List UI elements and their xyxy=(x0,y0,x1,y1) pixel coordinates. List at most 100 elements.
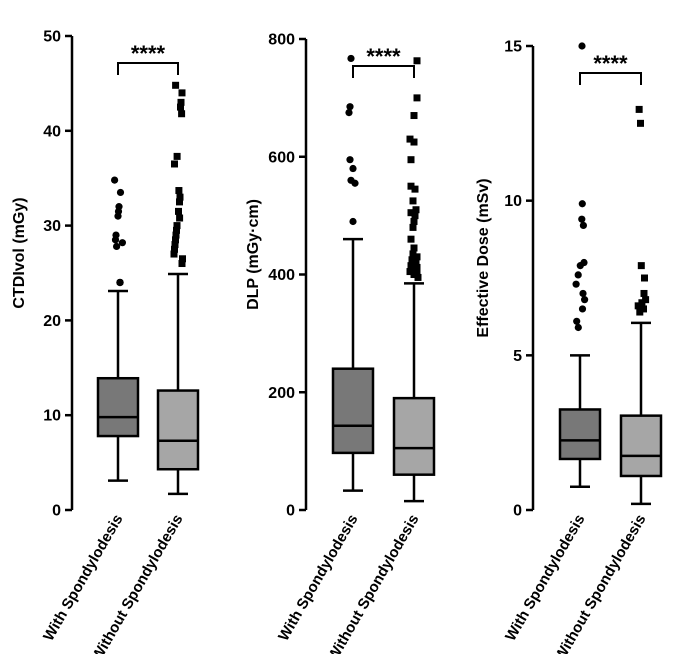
outlier-point xyxy=(407,235,415,243)
outlier-point xyxy=(409,266,417,274)
y-tick-label: 0 xyxy=(513,503,522,520)
outlier-point xyxy=(113,242,121,251)
outlier-point xyxy=(178,110,186,118)
outlier-point xyxy=(345,108,353,117)
outlier-point xyxy=(179,255,186,263)
outlier-point xyxy=(581,296,589,304)
outlier-point xyxy=(578,305,587,313)
outlier-point xyxy=(349,164,357,173)
y-tick-label: 10 xyxy=(504,193,522,210)
outlier-point xyxy=(175,187,183,195)
outlier-point xyxy=(410,112,418,120)
y-axis-title: Effective Dose (mSv) xyxy=(475,178,492,337)
y-tick-label: 400 xyxy=(268,267,295,284)
outlier-point xyxy=(175,207,182,215)
outlier-point xyxy=(580,258,588,267)
outlier-point xyxy=(347,176,355,184)
outlier-point xyxy=(636,308,644,316)
outlier-point xyxy=(638,299,646,307)
outlier-point xyxy=(412,206,420,214)
outlier-point xyxy=(574,323,582,332)
y-tick-label: 5 xyxy=(513,348,522,365)
outlier-point xyxy=(409,197,417,205)
outlier-point xyxy=(407,182,415,190)
outlier-point xyxy=(407,209,415,217)
outlier-point xyxy=(413,57,421,65)
outlier-point xyxy=(178,260,186,268)
outlier-point xyxy=(173,222,181,230)
outlier-point xyxy=(579,289,587,298)
significance-label: **** xyxy=(131,41,166,66)
y-axis-title: CTDIvol (mGy) xyxy=(11,197,28,308)
outlier-point xyxy=(407,156,415,164)
outlier-point xyxy=(411,185,419,193)
y-tick-label: 10 xyxy=(43,408,61,425)
outlier-point xyxy=(407,262,415,270)
outlier-point xyxy=(406,135,414,143)
outlier-point xyxy=(112,231,120,239)
outlier-point xyxy=(409,223,417,231)
outlier-point xyxy=(640,305,647,313)
outlier-point xyxy=(111,176,119,184)
outlier-point xyxy=(573,317,581,325)
outlier-point xyxy=(171,160,178,168)
box xyxy=(392,396,436,476)
outlier-point xyxy=(116,188,125,197)
y-tick-label: 15 xyxy=(504,39,522,56)
outlier-point xyxy=(641,274,648,282)
y-tick-label: 20 xyxy=(43,313,61,330)
outlier-point xyxy=(637,262,645,270)
outlier-point xyxy=(349,217,357,226)
outlier-point xyxy=(634,302,642,310)
outlier-point xyxy=(578,200,586,208)
y-tick-label: 40 xyxy=(43,123,61,140)
outlier-point xyxy=(574,271,582,279)
outlier-point xyxy=(116,278,124,287)
outlier-point xyxy=(173,152,181,160)
outlier-point xyxy=(408,256,416,264)
outlier-point xyxy=(413,263,421,271)
y-tick-label: 600 xyxy=(268,149,295,166)
outlier-point xyxy=(410,244,418,252)
y-tick-label: 200 xyxy=(268,385,295,402)
outlier-point xyxy=(170,250,178,258)
outlier-point xyxy=(413,94,421,102)
outlier-point xyxy=(172,81,180,89)
significance-bracket xyxy=(117,62,179,75)
outlier-point xyxy=(177,98,185,106)
outlier-point xyxy=(346,103,354,111)
box xyxy=(619,414,663,478)
outlier-point xyxy=(410,138,418,146)
outlier-point xyxy=(413,269,421,277)
outlier-point xyxy=(347,54,355,63)
outlier-point xyxy=(413,253,421,261)
outlier-point xyxy=(176,198,183,206)
box xyxy=(96,376,140,438)
outlier-point xyxy=(572,280,580,288)
outlier-point xyxy=(409,250,417,258)
outlier-point xyxy=(172,231,180,239)
box xyxy=(558,408,602,461)
y-axis-title: DLP (mGy·cm) xyxy=(245,199,262,310)
significance-bracket xyxy=(579,72,642,85)
y-tick-label: 800 xyxy=(268,32,295,49)
y-tick-label: 50 xyxy=(43,29,61,46)
outlier-point xyxy=(172,236,179,244)
outlier-point xyxy=(346,156,354,164)
outlier-point xyxy=(176,193,184,201)
y-tick-label: 0 xyxy=(52,503,61,520)
outlier-point xyxy=(177,103,184,111)
outlier-point xyxy=(410,218,418,226)
box xyxy=(156,389,200,471)
outlier-point xyxy=(412,259,420,267)
outlier-point xyxy=(642,296,650,304)
box xyxy=(331,367,375,455)
outlier-point xyxy=(640,289,648,297)
outlier-point xyxy=(173,226,180,234)
outlier-point xyxy=(171,245,178,253)
outlier-point xyxy=(118,239,126,247)
